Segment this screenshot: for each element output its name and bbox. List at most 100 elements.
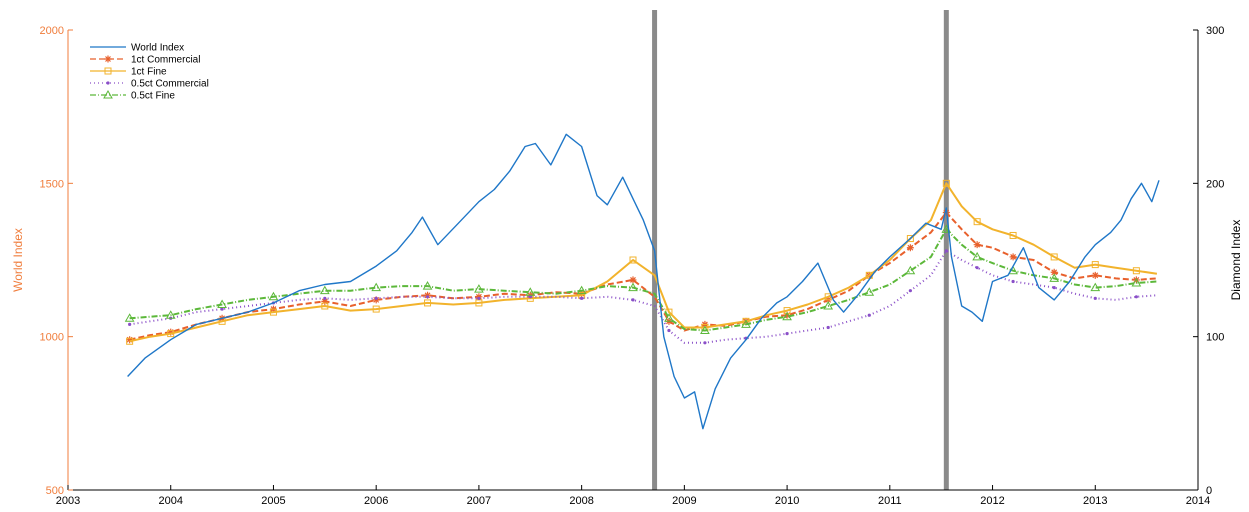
legend-item-0-5ct-commercial: 0.5ct Commercial <box>90 79 209 90</box>
axes <box>67 30 1199 491</box>
data-point-0-5ct-commercial <box>477 296 481 300</box>
x-ticks: 2003 2004 2005 2006 2007 2008 2009 2010 2011 2012… <box>56 485 1210 507</box>
data-point-0-5ct-fine <box>1131 277 1142 287</box>
legend-marker <box>104 55 112 63</box>
right-tick-label: 200 <box>1206 178 1224 190</box>
data-point-0-5ct-fine <box>576 285 587 295</box>
data-point-0-5ct-fine <box>741 319 751 328</box>
x-tick-label: 2005 <box>261 495 285 507</box>
legend-label: 1ct Commercial <box>131 55 200 66</box>
data-point-1ct-fine <box>372 305 380 313</box>
right-y-ticks: 0 100 200 300 <box>1193 25 1224 497</box>
data-point-1ct-commercial <box>973 241 981 249</box>
x-tick-label: 2014 <box>1186 495 1210 507</box>
data-point-1ct-fine <box>942 179 950 187</box>
data-point-1ct-fine <box>973 218 981 226</box>
series-1ct-fine <box>126 179 1158 345</box>
data-point-1ct-fine <box>424 299 432 307</box>
data-point-0-5ct-fine <box>628 282 638 292</box>
data-point-1ct-fine <box>126 337 134 345</box>
right-tick-label: 300 <box>1206 25 1224 37</box>
legend-item-0-5ct-fine: 0.5ct Fine <box>90 89 175 102</box>
data-point-1ct-commercial <box>783 311 791 319</box>
data-point-1ct-fine <box>629 256 637 264</box>
data-point-0-5ct-commercial <box>975 266 979 270</box>
data-point-1ct-commercial <box>1009 253 1017 261</box>
series-line-1ct-fine <box>129 182 1158 343</box>
left-tick-label: 1000 <box>40 332 64 344</box>
series-world-index <box>127 133 1160 430</box>
legend-label: 1ct Fine <box>131 67 167 78</box>
data-point-0-5ct-commercial <box>128 322 132 326</box>
data-point-0-5ct-fine <box>782 311 792 321</box>
x-tick-label: 2011 <box>878 495 902 507</box>
data-point-1ct-commercial <box>126 336 134 344</box>
legend-item-1ct-commercial: 1ct Commercial <box>90 55 200 66</box>
data-point-1ct-fine <box>1132 267 1140 275</box>
data-point-1ct-commercial <box>321 297 329 305</box>
data-point-0-5ct-commercial <box>1011 279 1015 284</box>
data-point-0-5ct-fine <box>905 265 916 275</box>
data-point-1ct-fine <box>906 235 914 243</box>
data-point-0-5ct-fine <box>371 282 382 292</box>
legend-marker <box>104 67 112 75</box>
data-point-0-5ct-commercial <box>323 296 327 300</box>
data-point-0-5ct-fine <box>664 313 674 322</box>
series-1ct-commercial <box>126 208 1157 344</box>
left-tick-label: 1500 <box>40 178 64 190</box>
data-point-1ct-fine <box>269 308 277 316</box>
vertical-markers <box>652 10 949 490</box>
data-point-0-5ct-fine <box>700 325 710 335</box>
data-point-0-5ct-commercial <box>1052 286 1056 290</box>
series-0-5ct-fine <box>124 224 1157 335</box>
data-point-0-5ct-commercial <box>580 296 584 300</box>
data-point-0-5ct-commercial <box>785 332 789 336</box>
x-tick-label: 2012 <box>980 495 1004 507</box>
legend-marker <box>103 89 113 99</box>
data-point-1ct-commercial <box>167 328 175 336</box>
series-line-0-5ct-commercial <box>129 249 1157 344</box>
x-tick-label: 2004 <box>158 495 182 507</box>
data-point-1ct-fine <box>1091 261 1099 269</box>
data-point-0-5ct-fine <box>972 251 982 261</box>
data-point-0-5ct-commercial <box>374 296 378 300</box>
data-point-0-5ct-fine <box>525 287 536 296</box>
series-0-5ct-commercial <box>128 249 1157 345</box>
data-point-0-5ct-fine <box>1090 282 1101 292</box>
data-point-1ct-fine <box>1009 231 1017 239</box>
data-point-0-5ct-fine <box>823 300 834 310</box>
data-point-0-5ct-commercial <box>425 295 430 299</box>
x-tick-label: 2008 <box>569 495 593 507</box>
data-point-1ct-fine <box>1050 253 1058 261</box>
data-point-1ct-commercial <box>906 244 914 252</box>
data-point-0-5ct-commercial <box>528 295 532 299</box>
data-point-0-5ct-fine <box>217 299 227 308</box>
data-point-0-5ct-commercial <box>908 289 912 293</box>
data-point-0-5ct-fine <box>319 285 330 295</box>
left-y-ticks: 500 1000 1500 2000 <box>40 25 73 497</box>
data-point-0-5ct-commercial <box>1093 296 1097 300</box>
data-point-0-5ct-fine <box>124 313 135 322</box>
data-point-0-5ct-commercial <box>220 307 224 311</box>
x-tick-label: 2007 <box>467 495 491 507</box>
data-point-0-5ct-commercial <box>867 313 871 317</box>
data-point-0-5ct-commercial <box>944 249 948 253</box>
data-point-1ct-fine <box>321 302 329 310</box>
data-point-0-5ct-commercial <box>1134 295 1138 299</box>
data-point-1ct-fine <box>167 330 175 338</box>
left-tick-label: 2000 <box>40 25 64 37</box>
legend-item-1ct-fine: 1ct Fine <box>90 67 167 78</box>
right-tick-label: 0 <box>1206 485 1212 497</box>
series-line-0-5ct-fine <box>129 228 1157 332</box>
data-point-0-5ct-commercial <box>631 298 635 302</box>
legend-label: 0.5ct Commercial <box>131 79 209 90</box>
series-line-world-index <box>127 133 1160 430</box>
right-axis-label: Diamond Index <box>1229 220 1243 301</box>
right-tick-label: 100 <box>1206 332 1224 344</box>
x-tick-label: 2013 <box>1083 495 1107 507</box>
x-tick-label: 2009 <box>672 495 696 507</box>
x-tick-label: 2003 <box>56 495 80 507</box>
legend-marker <box>106 81 110 85</box>
data-point-1ct-commercial <box>1050 268 1058 276</box>
